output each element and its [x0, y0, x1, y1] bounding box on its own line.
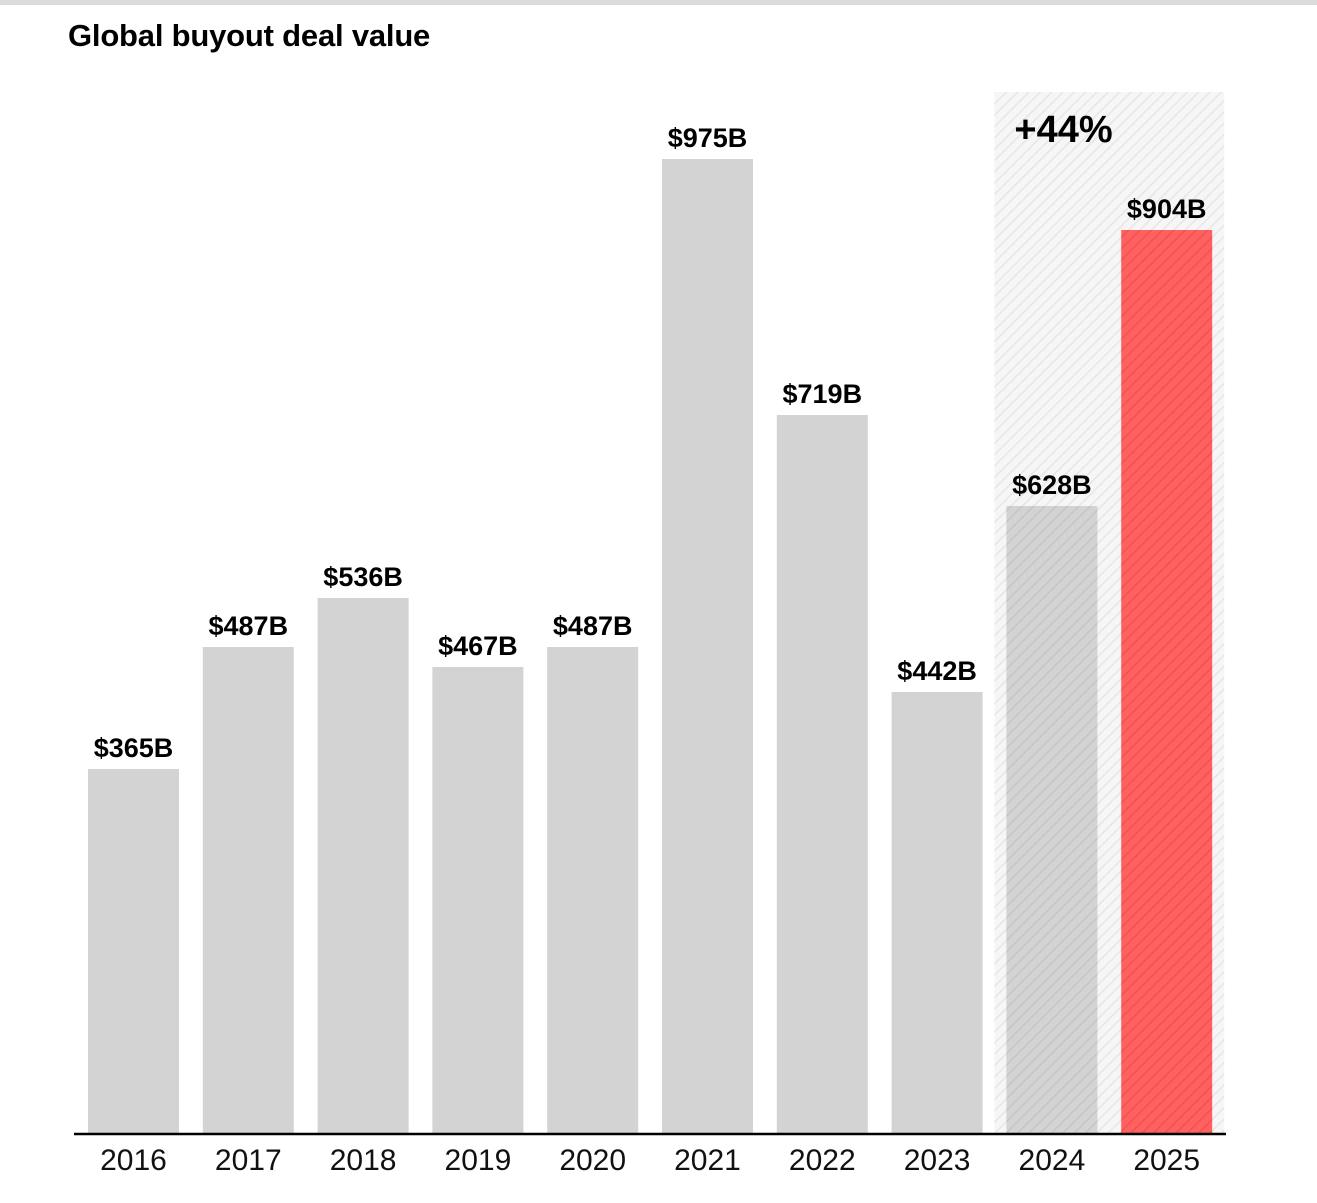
- bar-2021: [662, 159, 753, 1134]
- chart-title: Global buyout deal value: [68, 18, 431, 53]
- top-rule: [0, 0, 1317, 5]
- x-tick-label-2022: 2022: [789, 1144, 856, 1177]
- x-tick-label-2025: 2025: [1133, 1144, 1200, 1177]
- bar-2022: [776, 415, 868, 1134]
- x-tick-label-2021: 2021: [674, 1144, 741, 1177]
- x-tick-label-2019: 2019: [445, 1144, 512, 1177]
- bar-2020: [547, 647, 639, 1134]
- x-tick-label-2017: 2017: [215, 1144, 282, 1177]
- bar-2023: [891, 692, 983, 1134]
- value-label-2017: $487B: [209, 611, 289, 641]
- value-label-2019: $467B: [438, 631, 518, 661]
- value-label-2016: $365B: [94, 733, 174, 763]
- x-tick-label-2023: 2023: [904, 1144, 971, 1177]
- bar-2016: [88, 769, 179, 1134]
- value-label-2023: $442B: [897, 656, 977, 686]
- growth-annotation: +44%: [1014, 109, 1112, 151]
- value-label-2024: $628B: [1012, 470, 1092, 500]
- value-label-2018: $536B: [323, 562, 403, 592]
- bar-2017: [202, 647, 294, 1134]
- value-label-2020: $487B: [553, 611, 633, 641]
- x-tick-label-2018: 2018: [330, 1144, 397, 1177]
- value-label-2022: $719B: [783, 379, 863, 409]
- value-label-2021: $975B: [668, 123, 748, 153]
- bar-2025: [1121, 230, 1213, 1134]
- x-tick-label-2016: 2016: [100, 1144, 167, 1177]
- x-tick-label-2024: 2024: [1019, 1144, 1086, 1177]
- x-tick-label-2020: 2020: [559, 1144, 626, 1177]
- bar-2019: [432, 667, 524, 1134]
- bar-2018: [317, 598, 409, 1134]
- bar-2024: [1006, 506, 1098, 1134]
- value-label-2025: $904B: [1127, 194, 1207, 224]
